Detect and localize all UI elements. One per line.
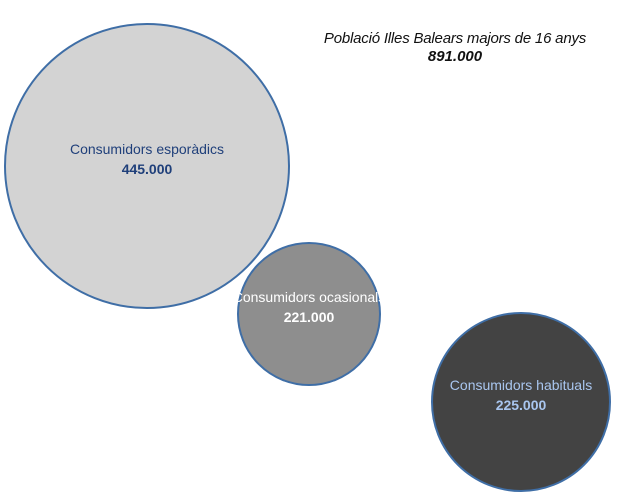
title-text: Població Illes Balears majors de 16 anys [323,30,587,47]
bubble-consumidors-habituals: Consumidors habituals 225.000 [431,312,611,492]
bubble-label-consumidors-esporadics: Consumidors esporàdics [70,141,224,157]
bubble-value-consumidors-habituals: 225.000 [496,397,547,413]
bubble-consumidors-ocasionals: Consumidors ocasionals 221.000 [233,242,386,386]
bubble-value-consumidors-esporadics: 445.000 [122,161,173,177]
bubble-value-consumidors-ocasionals: 221.000 [284,309,335,325]
bubble-circle-consumidors-habituals [431,312,611,492]
bubble-label-consumidors-habituals: Consumidors habituals [450,377,592,393]
bubble-circle-consumidors-ocasionals [237,242,381,386]
bubble-consumidors-esporadics: Consumidors esporàdics 445.000 [4,23,290,309]
bubble-label-consumidors-ocasionals: Consumidors ocasionals [233,289,386,305]
total-population-value: 891.000 [427,48,483,65]
bubble-circle-consumidors-esporadics [4,23,290,309]
chart-title: Població Illes Balears majors de 16 anys… [290,30,620,65]
